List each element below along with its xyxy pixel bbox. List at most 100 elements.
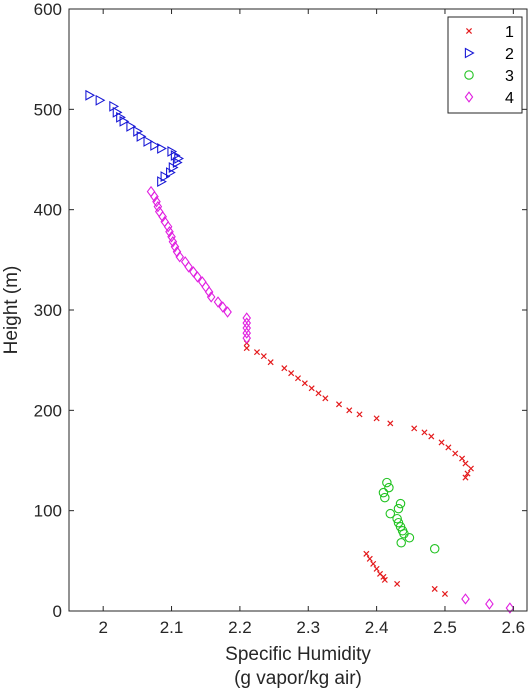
data-point	[175, 251, 185, 263]
data-point	[382, 477, 392, 488]
data-point	[396, 538, 406, 548]
data-point	[260, 353, 267, 360]
data-point	[206, 291, 216, 303]
data-point	[380, 492, 390, 503]
data-point	[411, 425, 418, 432]
axis-ticks: 2 2.1 2.2 2.3 2.4 2.5 2.6 0 100 200 300 400 500 600	[34, 0, 527, 637]
data-point	[167, 231, 176, 243]
legend-item: 3	[464, 68, 514, 85]
data-point	[363, 550, 370, 557]
x-tick-label: 2.2	[228, 618, 252, 637]
legend-label: 1	[505, 24, 514, 41]
data-point	[428, 433, 435, 440]
data-point	[126, 120, 137, 132]
data-point	[172, 246, 182, 258]
y-tick-label: 100	[34, 502, 62, 521]
data-point	[170, 241, 180, 253]
data-point	[384, 482, 394, 493]
y-tick-label: 0	[53, 602, 62, 621]
data-point	[223, 306, 232, 318]
data-point	[322, 395, 329, 402]
data-point	[116, 111, 126, 123]
y-tick-label: 400	[34, 201, 62, 220]
data-point	[392, 513, 402, 524]
data-point	[157, 143, 167, 154]
data-point	[421, 429, 428, 436]
data-point	[242, 332, 252, 344]
data-point	[462, 474, 469, 481]
x-tick-label: 2.5	[433, 618, 457, 637]
legend-item: 4	[464, 90, 514, 107]
data-point	[172, 157, 183, 168]
data-point	[281, 365, 288, 372]
series-4	[146, 185, 515, 614]
data-point	[158, 210, 167, 223]
data-point	[462, 460, 469, 467]
data-point	[373, 415, 380, 422]
data-point	[133, 125, 143, 137]
data-point	[168, 162, 179, 173]
x-tick-label: 2.4	[365, 618, 389, 637]
legend-marker	[464, 47, 475, 59]
data-point	[335, 401, 343, 408]
data-point	[308, 385, 315, 392]
data-point	[85, 89, 96, 101]
data-point	[385, 508, 396, 519]
data-point	[193, 271, 202, 283]
data-point	[166, 167, 176, 178]
series-2	[85, 89, 185, 188]
data-point	[441, 590, 448, 597]
x-tick-label: 2.6	[502, 618, 526, 637]
legend-label: 3	[505, 68, 514, 85]
data-point	[445, 444, 452, 451]
data-point	[157, 176, 167, 188]
data-point	[242, 327, 252, 339]
legend-item: 1	[465, 24, 514, 41]
data-point	[267, 359, 274, 366]
data-point	[150, 140, 161, 151]
data-point	[112, 106, 123, 118]
x-tick-label: 2	[98, 618, 107, 637]
data-point	[253, 349, 261, 356]
y-tick-label: 200	[34, 401, 62, 420]
y-tick-label: 600	[34, 0, 62, 19]
data-point	[143, 136, 154, 147]
data-point	[461, 593, 470, 605]
data-point	[170, 150, 181, 161]
data-point	[213, 296, 223, 308]
legend: 1 2 3 4	[447, 16, 523, 114]
x-axis-title-line-1: Specific Humidity	[225, 644, 371, 665]
data-point	[184, 261, 193, 273]
data-point	[356, 411, 363, 418]
legend-box	[447, 16, 523, 114]
data-point	[429, 544, 440, 554]
data-point	[168, 236, 178, 248]
data-point	[95, 94, 106, 106]
data-point	[163, 221, 173, 233]
data-point	[459, 455, 466, 462]
data-point	[438, 439, 445, 446]
legend-marker	[465, 27, 473, 35]
data-point	[301, 380, 308, 387]
legend-item: 2	[464, 46, 514, 63]
data-point	[380, 573, 387, 580]
data-point	[165, 226, 174, 238]
data-point	[160, 171, 171, 182]
data-point	[218, 301, 228, 313]
data-point	[404, 533, 415, 543]
data-point	[452, 450, 459, 457]
data-point	[288, 370, 295, 377]
data-point	[431, 585, 438, 592]
y-tick-label: 500	[34, 100, 62, 119]
data-point	[315, 390, 322, 397]
x-axis-title-line-2: (g vapor/kg air)	[234, 668, 362, 689]
y-axis-title: Height (m)	[1, 266, 22, 355]
data-point	[467, 465, 474, 472]
data-point	[243, 345, 250, 352]
data-marks	[85, 89, 515, 614]
data-point	[395, 498, 406, 509]
data-point	[387, 420, 394, 427]
data-point	[464, 470, 471, 477]
legend-marker	[464, 70, 474, 80]
x-tick-label: 2.3	[296, 618, 320, 637]
